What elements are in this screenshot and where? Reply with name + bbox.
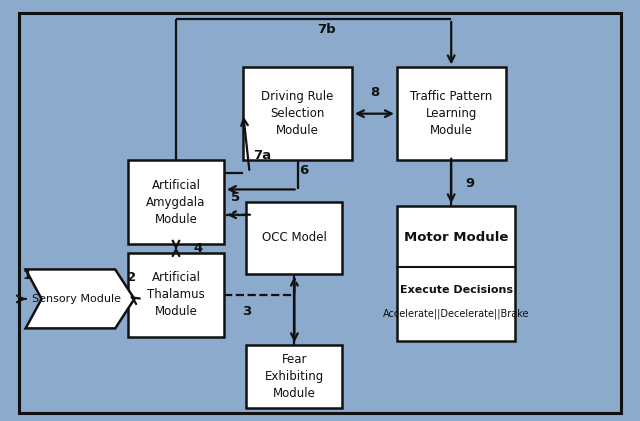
Text: 7a: 7a: [253, 149, 271, 162]
FancyBboxPatch shape: [128, 160, 224, 244]
FancyBboxPatch shape: [19, 13, 621, 413]
Text: 1: 1: [22, 269, 31, 282]
Text: Accelerate||Decelerate||Brake: Accelerate||Decelerate||Brake: [383, 309, 529, 319]
Text: Traffic Pattern
Learning
Module: Traffic Pattern Learning Module: [410, 90, 492, 137]
Text: 4: 4: [194, 242, 203, 255]
FancyBboxPatch shape: [246, 202, 342, 274]
Polygon shape: [26, 269, 134, 328]
Text: Sensory Module: Sensory Module: [31, 294, 121, 304]
Text: OCC Model: OCC Model: [262, 232, 327, 244]
FancyBboxPatch shape: [246, 345, 342, 408]
Text: Fear
Exhibiting
Module: Fear Exhibiting Module: [265, 353, 324, 400]
FancyBboxPatch shape: [243, 67, 352, 160]
Text: 6: 6: [300, 164, 308, 177]
Text: 9: 9: [466, 177, 475, 189]
Text: Motor Module: Motor Module: [404, 231, 508, 244]
Text: 8: 8: [370, 86, 379, 99]
Text: Execute Decisions: Execute Decisions: [399, 285, 513, 295]
FancyBboxPatch shape: [128, 253, 224, 337]
Text: Artificial
Thalamus
Module: Artificial Thalamus Module: [147, 271, 205, 318]
Text: 2: 2: [127, 272, 136, 284]
Text: 3: 3: [242, 305, 251, 318]
FancyBboxPatch shape: [397, 67, 506, 160]
Text: Artificial
Amygdala
Module: Artificial Amygdala Module: [147, 179, 205, 226]
Text: Driving Rule
Selection
Module: Driving Rule Selection Module: [261, 90, 334, 137]
Text: 7b: 7b: [317, 23, 336, 36]
FancyBboxPatch shape: [397, 206, 515, 341]
Text: 5: 5: [230, 192, 240, 204]
